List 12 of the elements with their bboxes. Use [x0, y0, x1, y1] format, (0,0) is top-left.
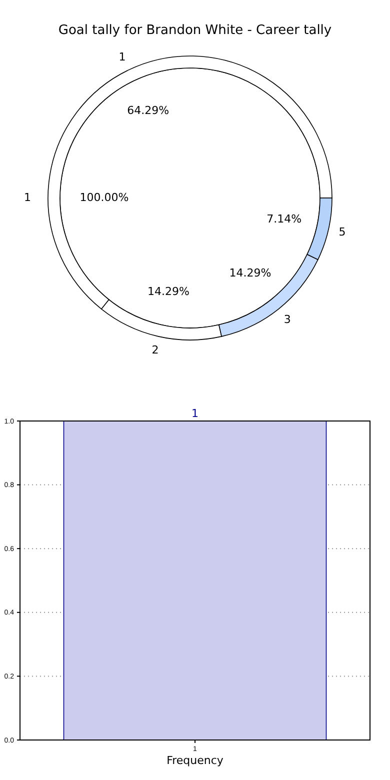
data-label: 64.29% [127, 104, 170, 118]
slice-label: 3 [284, 313, 291, 326]
slice-label: 1 [118, 50, 126, 64]
data-label: 100.00% [80, 191, 129, 204]
slice-label: 1 [24, 191, 31, 204]
slice-label: 2 [152, 343, 159, 356]
x-axis-title: Frequency [166, 754, 224, 767]
data-label: 7.14% [266, 212, 302, 226]
data-label: 14.29% [148, 285, 190, 298]
data-label: 14.29% [229, 266, 272, 280]
slice-label: 5 [338, 226, 346, 239]
chart-title: Goal tally for Brandon White - Career tally [58, 23, 332, 38]
